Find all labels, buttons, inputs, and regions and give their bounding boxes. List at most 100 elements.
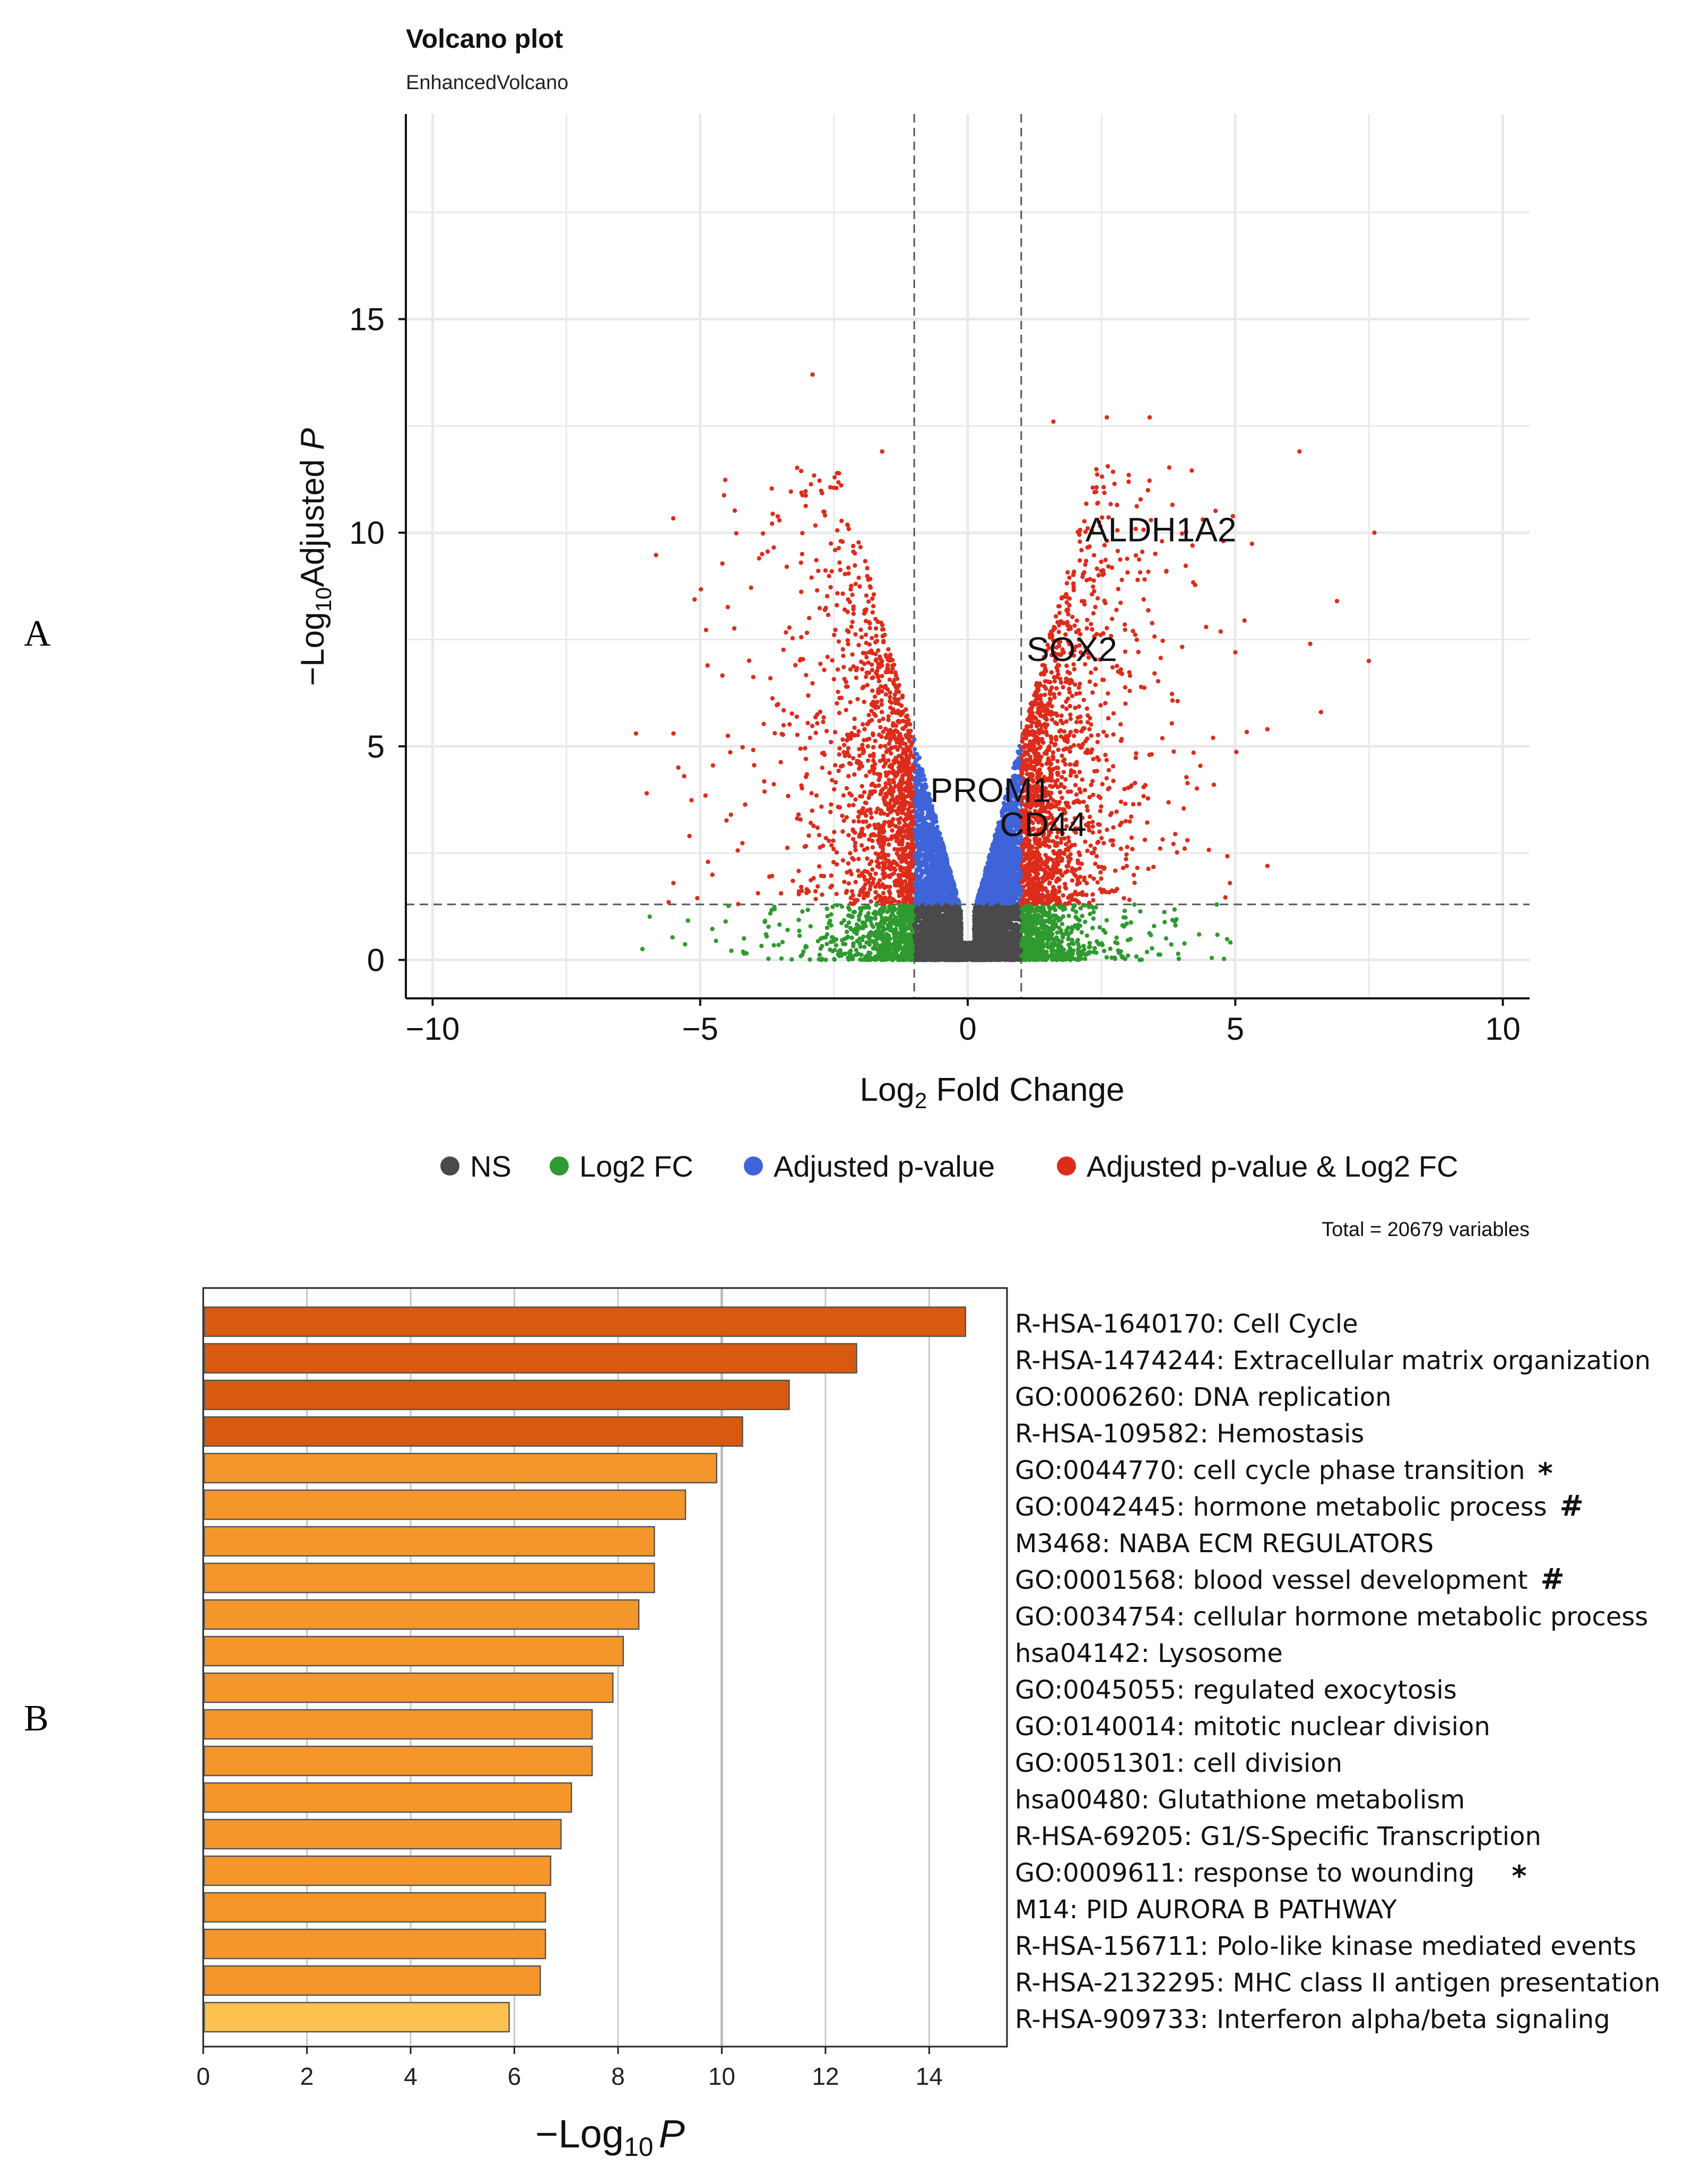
volcano-point xyxy=(1153,551,1158,556)
volcano-point xyxy=(817,833,822,838)
volcano-point xyxy=(1065,570,1070,575)
volcano-point xyxy=(1211,735,1216,741)
volcano-point xyxy=(887,778,891,782)
volcano-point xyxy=(896,718,901,724)
volcano-point xyxy=(854,947,859,953)
volcano-point xyxy=(1156,679,1161,684)
volcano-point xyxy=(1080,913,1084,918)
volcano-point xyxy=(1133,632,1138,637)
volcano-point xyxy=(1133,780,1138,786)
volcano-point xyxy=(1055,759,1060,764)
volcano-point xyxy=(806,615,812,621)
volcano-point xyxy=(751,747,756,753)
volcano-point xyxy=(1146,608,1151,613)
volcano-point xyxy=(845,638,850,643)
volcano-point xyxy=(841,750,846,755)
volcano-point xyxy=(1097,520,1101,525)
volcano-point xyxy=(813,523,818,528)
volcano-point xyxy=(1122,622,1127,627)
volcano-point xyxy=(873,738,878,743)
volcano-point xyxy=(864,674,869,680)
volcano-point xyxy=(1043,692,1047,698)
volcano-point xyxy=(829,912,834,917)
volcano-point xyxy=(1171,749,1176,754)
volcano-point xyxy=(1078,790,1083,795)
volcano-point xyxy=(870,688,875,693)
volcano-point xyxy=(1095,472,1100,477)
volcano-point xyxy=(751,675,756,680)
volcano-point xyxy=(1158,846,1162,851)
volcano-point xyxy=(1078,539,1082,544)
volcano-point xyxy=(1055,668,1060,673)
volcano-point xyxy=(1068,745,1073,750)
volcano-point xyxy=(725,605,731,610)
volcano-point xyxy=(909,743,914,748)
volcano-point xyxy=(1138,497,1143,502)
volcano-point xyxy=(1218,629,1223,634)
volcano-point xyxy=(1064,707,1069,711)
volcano-point xyxy=(832,475,837,480)
volcano-point xyxy=(873,640,878,645)
volcano-point xyxy=(809,791,814,796)
volcano-point xyxy=(1147,478,1152,483)
volcano-point xyxy=(846,833,851,838)
volcano-point xyxy=(740,745,745,750)
volcano-point xyxy=(1077,691,1082,695)
volcano-point xyxy=(853,880,858,884)
volcano-point xyxy=(862,790,867,795)
volcano-point xyxy=(869,916,874,921)
volcano-point xyxy=(795,465,800,471)
volcano-point xyxy=(1131,802,1136,807)
volcano-point xyxy=(1073,728,1078,733)
volcano-point xyxy=(1111,711,1116,716)
volcano-point xyxy=(866,712,871,718)
volcano-point xyxy=(821,715,826,720)
volcano-point xyxy=(820,765,825,770)
volcano-point xyxy=(861,806,865,811)
volcano-point xyxy=(791,878,795,883)
volcano-point xyxy=(1090,820,1095,824)
volcano-point xyxy=(1054,614,1058,619)
volcano-point xyxy=(870,636,874,641)
volcano-point xyxy=(1136,557,1142,562)
volcano-point xyxy=(859,784,864,789)
volcano-point xyxy=(1078,681,1082,686)
volcano-point xyxy=(835,667,840,672)
volcano-point xyxy=(1191,750,1196,755)
volcano-point xyxy=(1082,919,1088,925)
volcano-point xyxy=(775,514,780,519)
volcano-point xyxy=(1084,617,1090,622)
volcano-point xyxy=(879,710,884,715)
volcano-point xyxy=(862,727,867,732)
volcano-point xyxy=(740,841,745,846)
volcano-point xyxy=(1089,733,1093,738)
volcano-point xyxy=(821,719,826,725)
volcano-point xyxy=(1128,936,1133,942)
volcano-point xyxy=(856,642,861,648)
volcano-point xyxy=(1048,734,1053,739)
volcano-point xyxy=(859,843,864,848)
volcano-point xyxy=(1079,930,1084,935)
volcano-point xyxy=(1225,937,1229,942)
volcano-point xyxy=(1105,828,1109,832)
volcano-point xyxy=(771,943,776,948)
volcano-point xyxy=(1091,756,1096,762)
volcano-point xyxy=(1110,764,1116,769)
volcano-point xyxy=(1209,955,1214,961)
volcano-point xyxy=(1064,581,1070,586)
volcano-point xyxy=(866,736,872,742)
volcano-point xyxy=(1185,781,1190,786)
volcano-point xyxy=(1122,908,1127,913)
volcano-point xyxy=(676,765,681,770)
volcano-point xyxy=(1077,558,1082,563)
volcano-point xyxy=(856,729,861,734)
volcano-point xyxy=(654,553,658,558)
volcano-point xyxy=(777,922,782,927)
volcano-point xyxy=(1198,763,1203,768)
volcano-point xyxy=(1087,679,1092,684)
volcano-point xyxy=(1067,762,1073,767)
volcano-point xyxy=(1110,469,1115,474)
volcano-point xyxy=(1066,937,1071,942)
volcano-point xyxy=(886,714,891,719)
volcano-point xyxy=(1249,541,1254,546)
